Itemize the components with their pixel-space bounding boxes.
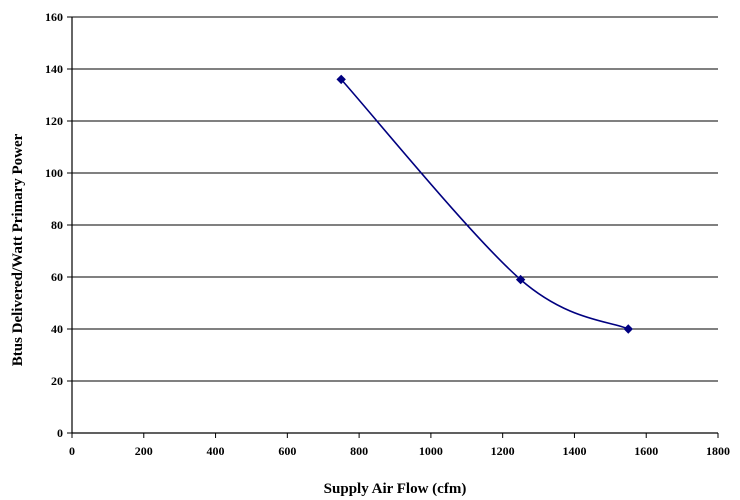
y-tick-label-7: 140 [45, 62, 63, 76]
data-point-0-0 [336, 74, 346, 85]
x-axis-title: Supply Air Flow (cfm) [324, 481, 467, 497]
x-tick-label-2: 400 [207, 444, 225, 458]
x-tick-label-1: 200 [135, 444, 153, 458]
x-tick-label-4: 800 [350, 444, 368, 458]
x-tick-label-3: 600 [278, 444, 296, 458]
x-tick-label-6: 1200 [491, 444, 515, 458]
series-line-0 [340, 78, 629, 330]
y-tick-label-1: 20 [51, 374, 63, 388]
y-tick-label-2: 40 [51, 322, 63, 336]
y-tick-label-8: 160 [45, 10, 63, 24]
x-axis-ticks: 0 200 400 600 800 1000 1200 1400 1600 1800 [69, 433, 730, 458]
y-axis-ticks: 0 20 40 60 80 100 120 140 160 [45, 10, 72, 440]
y-tick-label-3: 60 [51, 270, 63, 284]
series-group [336, 74, 633, 334]
data-point-0-2 [623, 324, 633, 334]
x-tick-label-7: 1400 [562, 444, 586, 458]
y-tick-label-5: 100 [45, 166, 63, 180]
y-tick-label-0: 0 [57, 426, 63, 440]
x-tick-label-5: 1000 [419, 444, 443, 458]
y-tick-label-6: 120 [45, 114, 63, 128]
y-tick-label-4: 80 [51, 218, 63, 232]
data-point-0-1 [515, 274, 526, 285]
x-tick-label-9: 1800 [706, 444, 730, 458]
gridlines [72, 16, 718, 382]
x-tick-label-8: 1600 [634, 444, 658, 458]
x-tick-label-0: 0 [69, 444, 75, 458]
y-axis-title: Btus Delivered/Watt Primary Power [10, 133, 26, 366]
